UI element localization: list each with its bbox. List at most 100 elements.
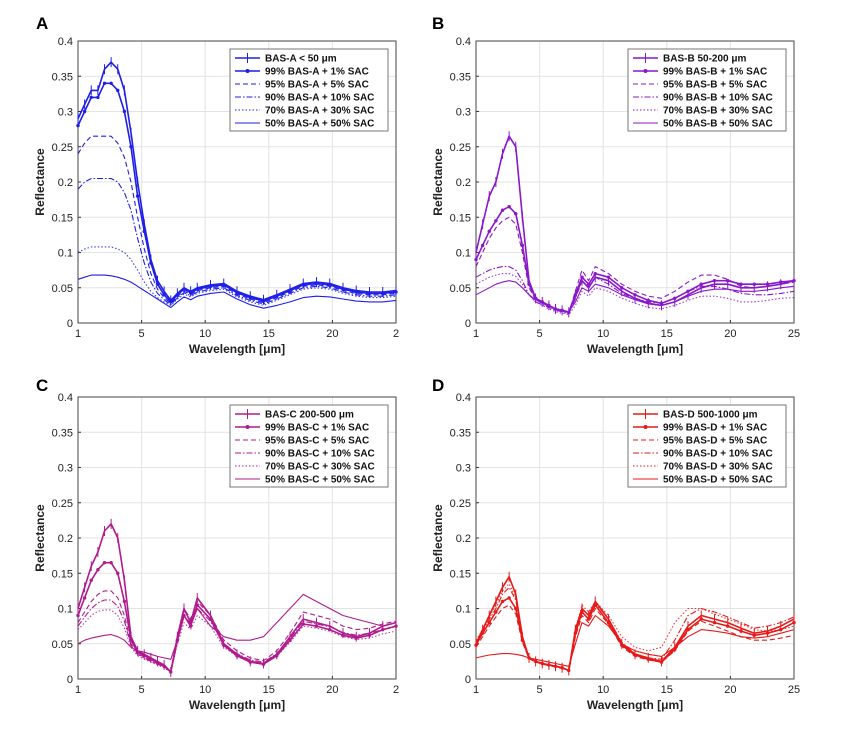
data-point <box>606 275 611 279</box>
data-point <box>487 229 491 234</box>
data-point <box>394 290 398 294</box>
data-point <box>109 560 113 565</box>
data-point <box>129 638 133 642</box>
data-point <box>169 300 173 304</box>
y-tick-label: 0.2 <box>58 177 73 189</box>
series-polyline <box>77 593 397 660</box>
data-point <box>779 280 783 284</box>
y-tick-label: 0 <box>465 674 471 686</box>
y-tick-label: 0.25 <box>52 142 73 154</box>
legend-entry: 95% BAS-A + 5% SAC <box>265 80 369 91</box>
data-point <box>779 627 783 632</box>
y-tick-label: 0.2 <box>456 177 471 189</box>
x-tick-label: 20 <box>326 684 338 696</box>
data-point <box>381 627 385 632</box>
x-tick-label: 20 <box>326 328 338 340</box>
y-tick-label: 0.05 <box>52 283 73 295</box>
data-point <box>593 271 597 276</box>
data-point <box>222 643 226 647</box>
legend-entry: 99% BAS-C + 1% SAC <box>265 423 369 434</box>
series-line <box>475 586 795 672</box>
series-line <box>475 583 795 672</box>
x-tick-label: 5 <box>537 328 543 340</box>
data-point <box>792 620 796 625</box>
x-axis-label: Wavelength [μm] <box>587 342 683 356</box>
data-point <box>520 243 525 248</box>
x-tick-label: 10 <box>199 684 211 696</box>
series-line <box>77 135 397 304</box>
data-point <box>96 568 100 572</box>
legend-entry: 50% BAS-B + 50% SAC <box>663 119 773 130</box>
y-tick-label: 0.15 <box>52 212 73 224</box>
x-tick-label: 10 <box>597 328 609 340</box>
data-point <box>394 624 398 628</box>
y-tick-label: 0.2 <box>456 533 471 545</box>
series-polyline <box>77 135 397 304</box>
series-polyline <box>77 523 397 673</box>
y-tick-label: 0.35 <box>450 427 471 439</box>
data-point <box>739 282 743 286</box>
series-polyline <box>77 61 397 302</box>
legend-entry: 70% BAS-A + 30% SAC <box>265 106 374 117</box>
series-polyline <box>77 82 397 303</box>
legend-entry: 99% BAS-B + 1% SAC <box>663 67 767 78</box>
data-point <box>222 283 226 287</box>
data-point <box>712 279 717 283</box>
series-polyline <box>475 266 795 315</box>
legend-entry: 90% BAS-D + 10% SAC <box>663 449 773 460</box>
data-point <box>606 620 611 625</box>
y-tick-label: 0.25 <box>450 142 471 154</box>
data-point <box>89 95 93 100</box>
legend-entry: 95% BAS-D + 5% SAC <box>663 436 767 447</box>
legend: BAS-B 50-200 μm 99% BAS-B + 1% SAC 95% BAS… <box>627 48 787 132</box>
y-axis-label: Reflectance <box>33 148 47 216</box>
x-tick-label: 15 <box>263 684 275 696</box>
legend-box <box>627 404 787 488</box>
data-point <box>500 208 505 212</box>
data-point <box>494 610 498 614</box>
panel-c: C00.050.10.150.20.250.30.350.41 5 10 15 20 2W… <box>33 376 399 712</box>
series-polyline <box>475 604 795 672</box>
x-tick-label: 25 <box>788 684 800 696</box>
y-tick-label: 0.4 <box>456 392 471 404</box>
x-axis-label: Wavelength [μm] <box>189 342 285 356</box>
y-axis-label: Reflectance <box>33 504 47 572</box>
data-point <box>248 295 252 300</box>
data-point <box>109 81 113 86</box>
panel-a: A00.050.10.150.20.250.30.350.41 5 10 15 20 2W… <box>33 14 399 356</box>
series-line <box>77 599 397 673</box>
series-line <box>77 590 397 673</box>
series-polyline <box>475 583 795 672</box>
x-tick-label: 15 <box>661 684 673 696</box>
x-tick-label: 2 <box>393 684 399 696</box>
x-tick-label: 20 <box>724 684 736 696</box>
y-tick-label: 0.3 <box>456 107 471 119</box>
axes-frame <box>475 40 795 324</box>
data-point <box>122 599 127 604</box>
x-tick-label: 5 <box>139 684 145 696</box>
panel-b: B00.050.10.150.20.250.30.350.41 5 10 15 20 25… <box>431 14 800 356</box>
legend-entry: 70% BAS-C + 30% SAC <box>265 462 375 473</box>
series-line <box>77 274 397 309</box>
data-point <box>354 290 358 294</box>
y-tick-label: 0 <box>67 674 73 686</box>
legend-box <box>229 404 389 488</box>
y-axis-label: Reflectance <box>431 504 445 572</box>
data-point <box>586 282 591 286</box>
data-point <box>102 81 107 86</box>
y-tick-label: 0.1 <box>456 604 471 616</box>
legend-entry: BAS-D 500-1000 μm <box>663 410 758 421</box>
data-point <box>507 204 511 209</box>
legend-entry: 50% BAS-D + 50% SAC <box>663 475 773 486</box>
x-tick-label: 15 <box>661 328 673 340</box>
data-point <box>142 229 146 234</box>
series-polyline <box>77 590 397 673</box>
data-point <box>96 95 100 100</box>
x-tick-label: 20 <box>724 328 736 340</box>
data-point <box>76 123 80 128</box>
y-tick-label: 0.35 <box>52 427 73 439</box>
y-tick-label: 0 <box>67 318 73 330</box>
data-point <box>135 194 140 198</box>
y-tick-label: 0.3 <box>456 463 471 475</box>
data-point <box>301 622 305 626</box>
